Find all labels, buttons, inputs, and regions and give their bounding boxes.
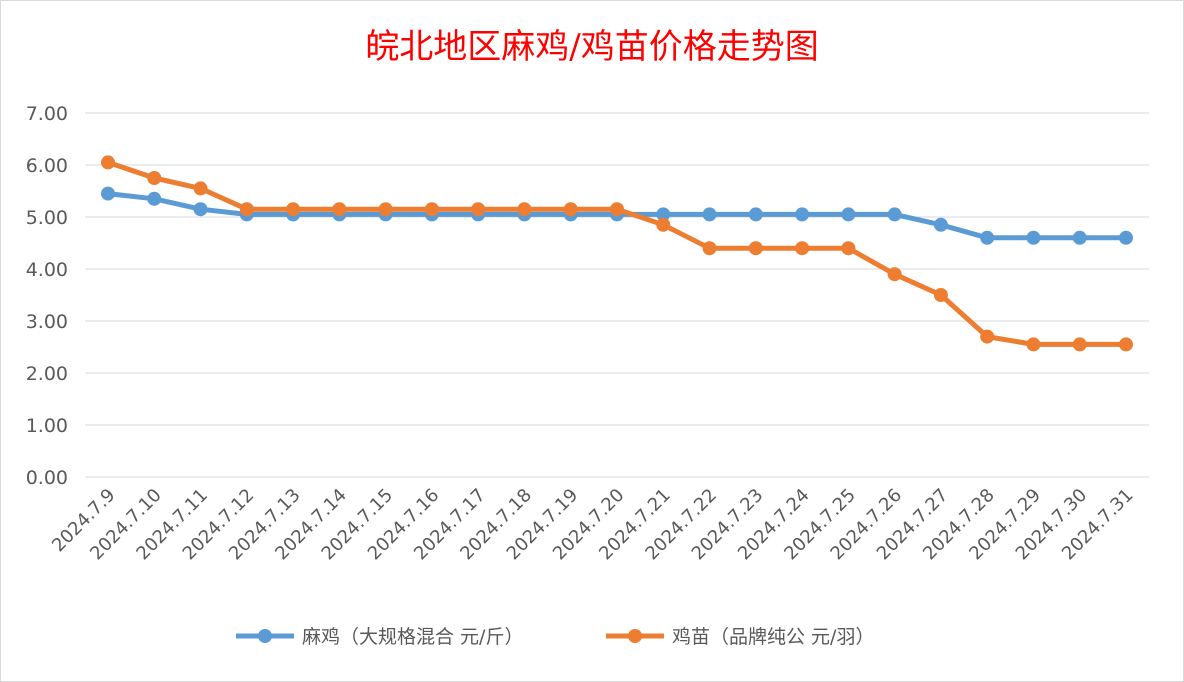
legend-swatch-marker (628, 629, 642, 643)
data-point-series-2 (1026, 337, 1041, 352)
data-point-series-1 (887, 207, 902, 222)
data-point-series-1 (656, 207, 671, 222)
data-point-series-1 (841, 207, 856, 222)
chart-title: 皖北地区麻鸡/鸡苗价格走势图 (365, 27, 818, 67)
data-point-series-2 (980, 329, 995, 344)
data-point-series-2 (887, 267, 902, 282)
data-point-series-2 (517, 202, 532, 217)
data-point-series-2 (563, 202, 578, 217)
x-axis-ticks: 2024.7.92024.7.102024.7.112024.7.122024.… (48, 485, 1138, 565)
data-point-series-2 (286, 202, 301, 217)
data-point-series-2 (147, 171, 162, 185)
data-point-series-2 (795, 241, 810, 256)
data-point-series-1 (1072, 230, 1087, 245)
data-point-series-1 (980, 230, 995, 245)
data-point-series-1 (147, 191, 162, 206)
data-point-series-1 (748, 207, 763, 222)
y-tick-label: 0.00 (26, 467, 68, 489)
data-point-series-1 (1026, 230, 1041, 245)
data-point-series-1 (933, 217, 948, 232)
data-point-series-1 (702, 207, 717, 222)
data-point-series-2 (193, 181, 208, 196)
data-point-series-2 (378, 202, 393, 217)
data-point-series-2 (239, 202, 254, 217)
data-point-series-2 (933, 288, 948, 302)
y-tick-label: 2.00 (26, 363, 68, 385)
data-point-series-2 (1119, 337, 1133, 352)
y-tick-label: 1.00 (26, 415, 68, 437)
series-group (101, 155, 1133, 352)
data-point-series-2 (424, 202, 439, 217)
legend-label: 鸡苗（品牌纯公 元/羽） (672, 626, 874, 648)
legend-label: 麻鸡（大规格混合 元/斤） (302, 626, 523, 648)
y-tick-label: 5.00 (26, 207, 68, 229)
data-point-series-1 (795, 207, 810, 222)
legend-swatch-marker (258, 629, 272, 643)
data-point-series-2 (656, 217, 671, 232)
data-point-series-2 (332, 202, 347, 217)
data-point-series-2 (841, 241, 856, 256)
data-point-series-2 (471, 202, 486, 217)
y-tick-label: 6.00 (26, 155, 68, 177)
data-point-series-1 (1119, 230, 1133, 245)
data-point-series-1 (193, 202, 208, 217)
data-point-series-2 (1072, 337, 1087, 352)
data-point-series-2 (610, 202, 624, 217)
y-tick-label: 4.00 (26, 259, 68, 281)
y-axis-ticks: 0.00 1.00 2.00 3.00 4.00 5.00 6.00 7.00 (26, 103, 68, 489)
series-line-2 (105, 159, 1129, 347)
data-point-series-2 (101, 155, 115, 170)
data-point-series-2 (702, 241, 717, 256)
y-tick-label: 3.00 (26, 311, 68, 333)
data-point-series-1 (101, 186, 115, 201)
grid-lines (85, 112, 1149, 478)
data-point-series-2 (748, 241, 763, 256)
y-tick-label: 7.00 (26, 103, 68, 125)
legend: 麻鸡（大规格混合 元/斤） 鸡苗（品牌纯公 元/羽） (236, 626, 874, 648)
